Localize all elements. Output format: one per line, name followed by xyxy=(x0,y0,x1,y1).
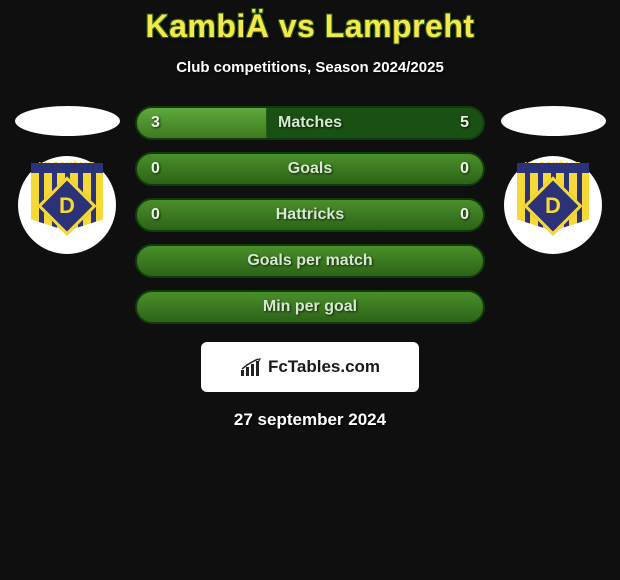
main-row: NK DOMŽALE D 3 Matches 5 0 Goals 0 xyxy=(0,106,620,324)
subtitle: Club competitions, Season 2024/2025 xyxy=(0,59,620,76)
stat-row-goals: 0 Goals 0 xyxy=(135,152,485,186)
stat-label: Matches xyxy=(137,108,483,138)
stat-row-goals-per-match: Goals per match xyxy=(135,244,485,278)
club-badge-shield: NK DOMŽALE D xyxy=(517,163,589,247)
stat-label: Goals per match xyxy=(137,246,483,276)
date-label: 27 september 2024 xyxy=(0,410,620,430)
player-left-column: NK DOMŽALE D xyxy=(17,106,117,254)
stat-row-matches: 3 Matches 5 xyxy=(135,106,485,140)
comparison-card: KambiÄ vs Lampreht Club competitions, Se… xyxy=(0,0,620,430)
stat-row-hattricks: 0 Hattricks 0 xyxy=(135,198,485,232)
club-badge-shield: NK DOMŽALE D xyxy=(31,163,103,247)
stat-row-min-per-goal: Min per goal xyxy=(135,290,485,324)
stats-column: 3 Matches 5 0 Goals 0 0 Hattricks 0 Goal… xyxy=(135,106,485,324)
stat-label: Min per goal xyxy=(137,292,483,322)
stat-value-right: 5 xyxy=(460,108,469,138)
stat-value-right: 0 xyxy=(460,154,469,184)
club-badge-left: NK DOMŽALE D xyxy=(18,156,116,254)
club-badge-letter: D xyxy=(59,193,75,219)
stat-label: Goals xyxy=(137,154,483,184)
stat-value-right: 0 xyxy=(460,200,469,230)
chart-icon xyxy=(240,358,262,376)
club-badge-letter: D xyxy=(545,193,561,219)
brand-link[interactable]: FcTables.com xyxy=(201,342,419,392)
club-badge-right: NK DOMŽALE D xyxy=(504,156,602,254)
stat-label: Hattricks xyxy=(137,200,483,230)
player-left-avatar xyxy=(15,106,120,136)
brand-label: FcTables.com xyxy=(268,357,380,377)
player-right-avatar xyxy=(501,106,606,136)
page-title: KambiÄ vs Lampreht xyxy=(0,8,620,45)
player-right-column: NK DOMŽALE D xyxy=(503,106,603,254)
